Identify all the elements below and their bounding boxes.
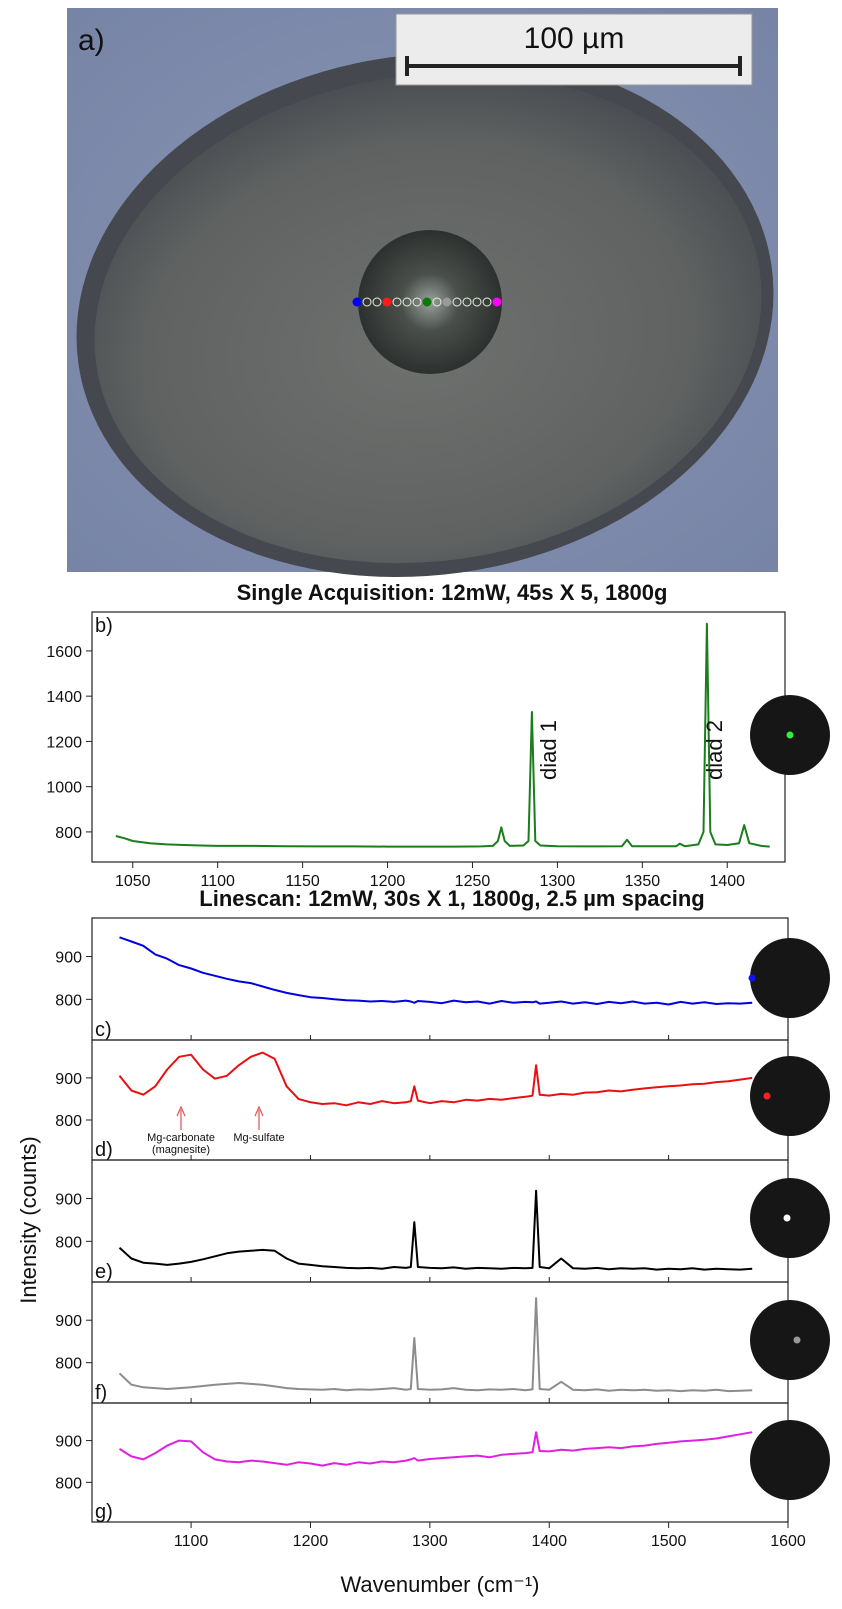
plot-frame	[91, 917, 789, 1041]
scan-point	[482, 297, 492, 307]
chart-title: Single Acquisition: 12mW, 45s X 5, 1800g	[237, 580, 668, 605]
scan-point	[492, 297, 502, 307]
annotation: Mg-sulfate	[233, 1132, 284, 1144]
y-tick-label: 900	[55, 1434, 82, 1451]
scan-point	[452, 297, 462, 307]
annotation: diad 2	[702, 720, 727, 780]
panel-label: b)	[95, 615, 113, 637]
x-tick-label: 1200	[293, 1533, 329, 1550]
spectrum-line	[119, 936, 753, 1006]
spectrum-line	[118, 1431, 753, 1467]
annotation: Mg-carbonate	[147, 1132, 215, 1144]
plot-frame	[91, 1281, 789, 1404]
position-disk	[750, 938, 830, 1018]
position-disk	[750, 1420, 830, 1500]
plot-frame	[91, 1402, 789, 1523]
y-tick-label: 900	[55, 1071, 82, 1088]
y-tick-label: 1400	[46, 689, 82, 706]
y-tick-label: 800	[55, 1356, 82, 1373]
arrow-head	[176, 1105, 186, 1117]
position-dot	[783, 1214, 791, 1222]
scan-point	[402, 297, 412, 307]
spectrum-line	[118, 1051, 753, 1107]
x-tick-label: 1200	[370, 873, 406, 890]
annotation: diad 1	[536, 720, 561, 780]
position-disk	[750, 1056, 830, 1136]
y-tick-label: 900	[55, 1192, 82, 1209]
scan-point	[442, 297, 452, 307]
y-tick-label: 1000	[46, 780, 82, 797]
y-tick-label: 800	[55, 1234, 82, 1251]
plot-frame	[91, 1159, 789, 1283]
position-dot	[793, 1336, 801, 1344]
scan-points	[352, 297, 502, 307]
spectrum-line	[118, 1189, 753, 1271]
spectrum-line	[118, 1297, 753, 1393]
x-tick-label: 1500	[651, 1533, 687, 1550]
scan-point	[362, 297, 372, 307]
scan-point	[352, 297, 362, 307]
x-tick-label: 1050	[115, 873, 151, 890]
y-tick-label: 800	[55, 992, 82, 1009]
scan-point	[412, 297, 422, 307]
position-dot	[763, 1092, 771, 1100]
x-tick-label: 1150	[285, 873, 320, 890]
panel-label: g)	[95, 1501, 113, 1523]
scale-label: 100 µm	[524, 22, 625, 55]
y-tick-label: 900	[55, 950, 82, 967]
x-tick-label: 1400	[709, 873, 745, 890]
y-axis-label: Intensity (counts)	[16, 1136, 41, 1304]
y-tick-label: 800	[55, 1113, 82, 1130]
position-disk	[750, 1300, 830, 1380]
y-tick-label: 800	[55, 825, 82, 842]
x-tick-label: 1250	[455, 873, 491, 890]
scan-point	[382, 297, 392, 307]
x-tick-label: 1300	[412, 1533, 448, 1550]
x-tick-label: 1350	[625, 873, 661, 890]
x-tick-label: 1600	[770, 1533, 806, 1550]
panel-label: a)	[78, 24, 105, 57]
y-tick-label: 800	[55, 1475, 82, 1492]
y-tick-label: 900	[55, 1313, 82, 1330]
scan-point	[392, 297, 402, 307]
spectrum-line	[115, 622, 770, 848]
scan-point	[372, 297, 382, 307]
x-tick-label: 1400	[531, 1533, 567, 1550]
chart-title: Linescan: 12mW, 30s X 1, 1800g, 2.5 µm s…	[199, 886, 704, 911]
y-tick-label: 1600	[46, 644, 82, 661]
panel-label: f)	[95, 1382, 107, 1404]
position-dot	[786, 731, 794, 739]
scan-point	[472, 297, 482, 307]
y-tick-label: 1200	[46, 734, 82, 751]
scan-point	[422, 297, 432, 307]
panel-label: d)	[95, 1139, 113, 1161]
position-dot	[748, 974, 756, 982]
x-tick-label: 1100	[174, 1533, 209, 1550]
panel-label: c)	[95, 1019, 112, 1041]
annotation: (magnesite)	[152, 1144, 210, 1156]
scale-box	[395, 13, 753, 86]
plot-frame	[91, 611, 786, 863]
micrograph: 100 µm a)	[67, 8, 778, 578]
x-axis-label: Wavenumber (cm⁻¹)	[340, 1572, 539, 1597]
x-tick-label: 1300	[540, 873, 576, 890]
scan-point	[462, 297, 472, 307]
arrow-head	[254, 1105, 264, 1117]
x-tick-label: 1100	[200, 873, 235, 890]
scan-point	[432, 297, 442, 307]
panel-label: e)	[95, 1261, 113, 1283]
